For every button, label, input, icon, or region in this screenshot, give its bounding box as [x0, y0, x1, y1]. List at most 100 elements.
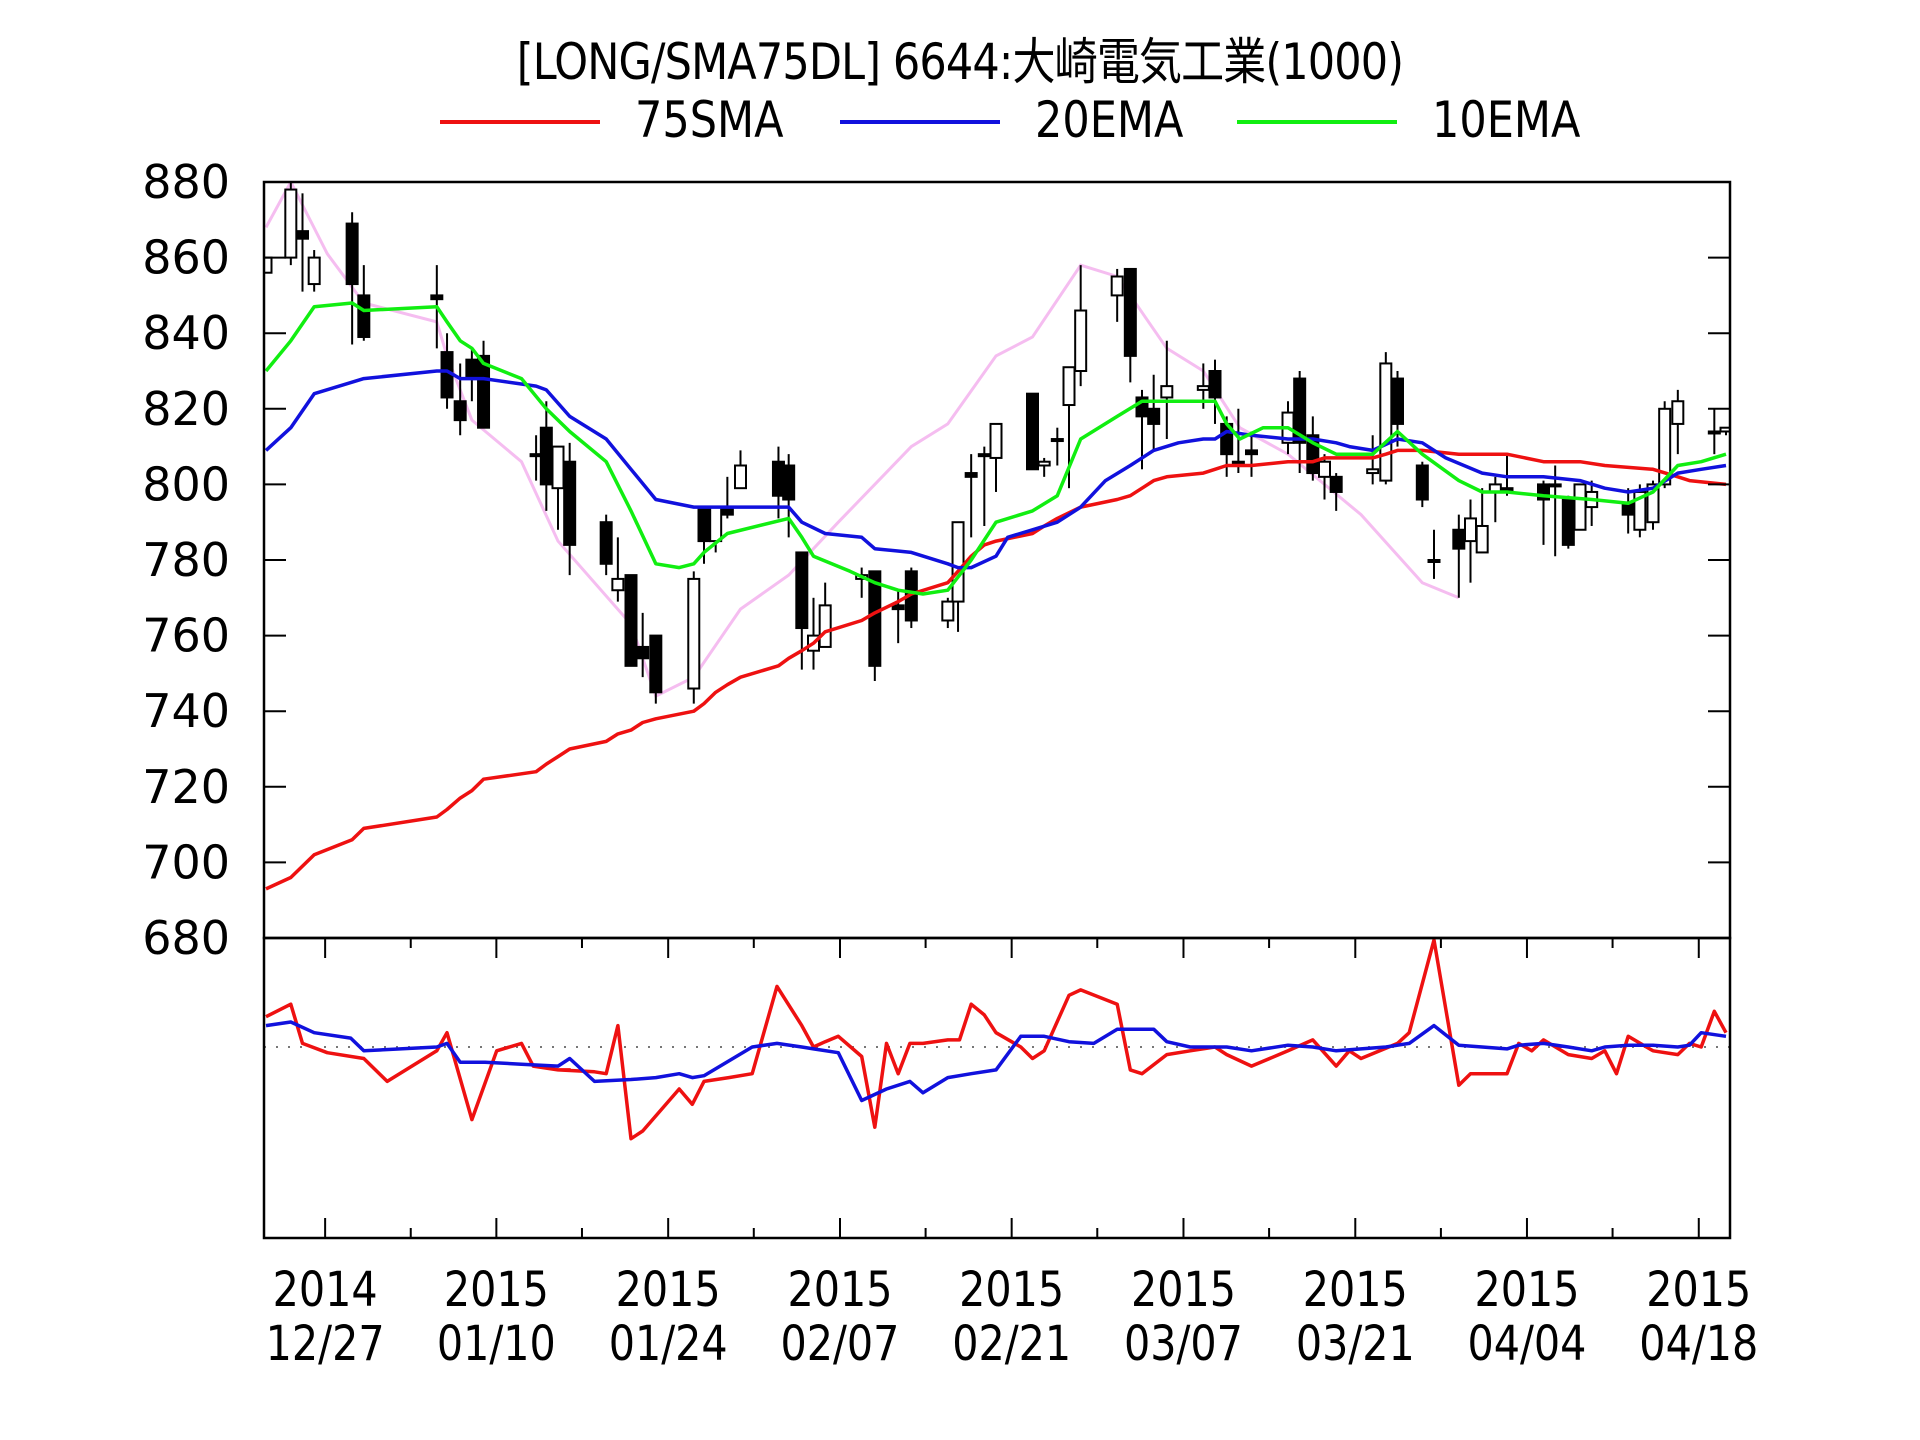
candlestick: [855, 567, 869, 598]
line-20ema: [264, 369, 1727, 570]
candlestick: [1245, 431, 1258, 477]
candlestick: [1561, 495, 1575, 549]
candle-body-up: [307, 256, 321, 286]
candle-body-down: [539, 426, 553, 486]
candlestick: [782, 454, 796, 538]
candle-body-up: [709, 506, 723, 543]
ytick-label: 720: [142, 760, 230, 814]
candlestick: [807, 597, 820, 670]
candle-body-down: [1452, 528, 1466, 550]
candle-body-down: [1147, 407, 1161, 425]
candle-body-down: [964, 472, 978, 478]
candle-body-down: [649, 634, 663, 694]
candle-body-up: [1573, 483, 1587, 531]
xtick-date-label: 02/21: [952, 1315, 1071, 1372]
candlestick: [465, 348, 479, 402]
candlestick: [1074, 265, 1088, 387]
candle-body-up: [1037, 460, 1051, 467]
candle-body-down: [624, 574, 638, 667]
ytick-label: 820: [142, 382, 230, 436]
candlestick: [357, 265, 371, 341]
legend-label-20ema: 20EMA: [1035, 91, 1184, 149]
candle-body-down: [296, 230, 309, 240]
candlestick: [551, 445, 565, 530]
candlestick: [941, 597, 955, 629]
candle-body-up: [1671, 400, 1685, 425]
xtick-year-label: 2015: [1474, 1261, 1579, 1318]
candlestick: [1452, 514, 1466, 598]
candlestick: [1110, 268, 1124, 322]
legend-label-75sma: 75SMA: [635, 91, 784, 149]
candle-body-down: [599, 521, 613, 565]
candlestick: [1475, 488, 1489, 554]
xtick-year-label: 2014: [273, 1261, 378, 1318]
candlestick: [1500, 454, 1514, 496]
candle-body-down: [357, 294, 371, 338]
candlestick: [1026, 392, 1039, 471]
xtick-year-label: 2015: [787, 1261, 892, 1318]
line-10ema: [264, 301, 1727, 596]
ytick-label: 680: [142, 911, 230, 965]
candle-body-up: [1475, 524, 1489, 554]
xtick-date-label: 02/07: [781, 1315, 900, 1372]
candle-body-up: [1646, 483, 1660, 524]
xtick-date-label: 03/07: [1124, 1315, 1243, 1372]
candlestick: [307, 250, 321, 292]
ytick-label: 880: [142, 155, 230, 209]
candle-body-down: [1293, 377, 1307, 444]
candlestick: [1379, 352, 1393, 485]
candlestick: [1208, 359, 1222, 424]
candlestick: [964, 454, 978, 538]
candlestick: [977, 446, 991, 526]
xtick-date-label: 03/21: [1296, 1315, 1415, 1372]
axes: 680 700 720 740 760 780 800 820 840 860 880 201412/…: [142, 155, 1758, 1372]
candle-body-down: [636, 645, 650, 660]
candle-body-down: [1329, 475, 1343, 493]
sub-panel-frame: [262, 936, 1732, 1240]
main-price-panel: [264, 182, 1730, 891]
candle-body-down: [697, 506, 711, 543]
xtick-year-label: 2015: [1303, 1261, 1408, 1318]
candlestick: [1231, 408, 1245, 474]
candle-body-up: [611, 577, 625, 592]
candlestick: [1366, 435, 1380, 485]
candle-body-up: [1379, 362, 1393, 482]
candle-body-up: [284, 188, 298, 259]
candle-body-down: [465, 358, 479, 380]
legend-line-20ema: [840, 120, 1000, 124]
candle-body-down: [795, 551, 809, 630]
candle-body-down: [1026, 392, 1039, 471]
candlestick: [563, 442, 577, 576]
candlestick: [1037, 457, 1051, 477]
candlestick: [1293, 371, 1307, 474]
candlestick: [1329, 473, 1343, 511]
candle-body-up: [989, 422, 1003, 459]
candle-body-up: [1110, 275, 1124, 297]
xtick-date-label: 04/18: [1639, 1315, 1758, 1372]
candle-body-down: [345, 222, 359, 286]
candle-body-up: [1427, 559, 1441, 563]
xtick-date-label: 01/10: [437, 1315, 556, 1372]
candlestick: [1671, 389, 1685, 455]
xtick-date-label: 12/27: [266, 1315, 385, 1372]
candlestick: [687, 571, 701, 704]
main-panel-frame: [262, 180, 1732, 940]
candlestick: [868, 570, 882, 681]
candle-body-up: [1658, 407, 1672, 486]
candle-body-up: [1318, 460, 1331, 478]
candle-body-down: [1561, 498, 1575, 546]
candle-body-up: [1366, 468, 1380, 475]
candle-body-down: [1208, 370, 1222, 399]
legend-line-75sma: [440, 120, 600, 124]
ytick-label: 800: [142, 457, 230, 511]
candlestick: [1427, 529, 1441, 579]
candlestick: [1415, 461, 1429, 508]
legend-label-10ema: 10EMA: [1432, 91, 1581, 149]
candlestick: [1160, 340, 1174, 440]
candlestick: [636, 612, 650, 678]
candlestick: [1318, 454, 1331, 500]
xtick-year-label: 2015: [959, 1261, 1064, 1318]
candlestick: [264, 256, 273, 274]
candlestick: [599, 514, 613, 576]
